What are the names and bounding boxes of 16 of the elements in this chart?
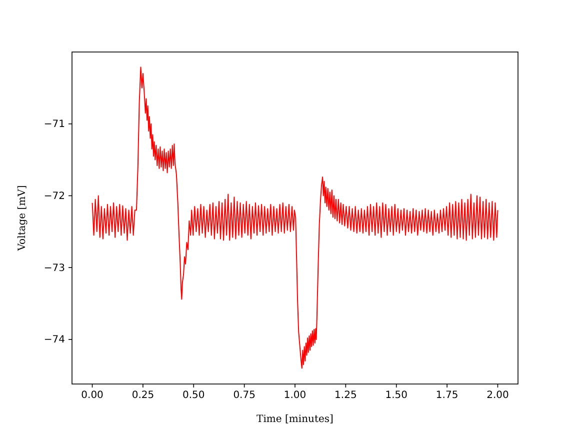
x-tick-label: 1.75	[436, 390, 458, 402]
x-tick-label: 0.25	[132, 390, 154, 402]
y-tick-label: −71	[44, 119, 65, 130]
x-tick-label: 2.00	[486, 390, 509, 402]
x-tick-label: 1.50	[385, 390, 408, 402]
line-series	[92, 66, 498, 369]
y-tick-label: −72	[44, 190, 65, 202]
y-tick-label: −73	[44, 262, 65, 274]
x-tick-label: 0.50	[182, 390, 205, 402]
x-tick-label: 0.00	[81, 390, 104, 402]
x-tick-label: 1.00	[284, 390, 306, 402]
x-axis-title: Time [minutes]	[256, 414, 334, 425]
x-tick-label: 1.25	[334, 390, 357, 402]
y-tick-label: −74	[44, 334, 65, 346]
y-axis-title: Voltage [mV]	[17, 185, 28, 252]
x-tick-label: 0.75	[233, 390, 256, 402]
